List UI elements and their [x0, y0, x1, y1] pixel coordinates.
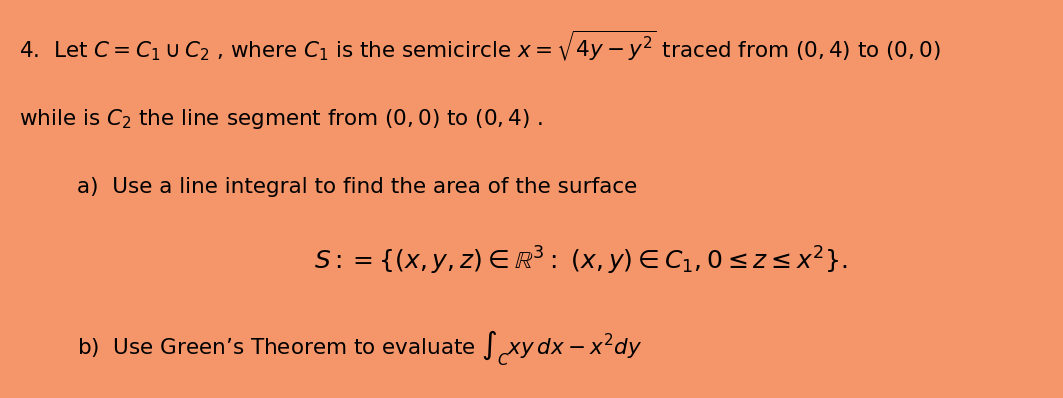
Text: while is $C_2$ the line segment from $(0,0)$ to $(0,4)$ .: while is $C_2$ the line segment from $(0…	[19, 107, 543, 131]
Text: $S := \{(x,y,z) \in \mathbb{R}^3 : \ (x,y) \in C_1, 0 \leq z \leq x^2 \}.$: $S := \{(x,y,z) \in \mathbb{R}^3 : \ (x,…	[314, 245, 847, 277]
Text: b)  Use Green’s Theorem to evaluate $\int_C xy\,dx - x^2 dy$: b) Use Green’s Theorem to evaluate $\int…	[77, 328, 642, 368]
Text: 4.  Let $C = C_1 \cup C_2$ , where $C_1$ is the semicircle $x = \sqrt{4y-y^2}$ t: 4. Let $C = C_1 \cup C_2$ , where $C_1$ …	[19, 28, 941, 62]
Text: a)  Use a line integral to find the area of the surface: a) Use a line integral to find the area …	[77, 177, 637, 197]
